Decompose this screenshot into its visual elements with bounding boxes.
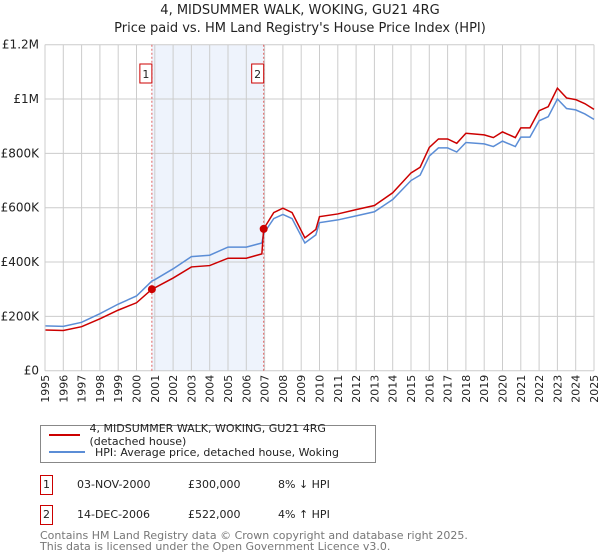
x-tick-label: 2000 <box>131 375 144 403</box>
table-row: 2 14-DEC-2006 £522,000 4% ↑ HPI <box>40 505 440 525</box>
property-price-line <box>44 86 595 332</box>
x-tick-label: 2022 <box>533 375 546 403</box>
x-tick-label: 2019 <box>478 375 491 403</box>
x-tick-label: 2020 <box>497 375 510 403</box>
footer-line: This data is licensed under the Open Gov… <box>40 540 391 553</box>
x-tick-label: 2010 <box>314 375 327 403</box>
y-tick-label: £0 <box>24 364 39 378</box>
x-tick-label: 2017 <box>442 375 455 403</box>
sale-price: £300,000 <box>188 478 241 491</box>
legend-item-hpi: HPI: Average price, detached house, Woki… <box>49 444 339 460</box>
x-tick-label: 2001 <box>149 375 162 403</box>
x-tick-label: 2003 <box>185 375 198 403</box>
y-tick-label: £1.2M <box>2 38 39 52</box>
x-tick-label: 2005 <box>222 375 235 403</box>
y-tick-label: £400K <box>1 255 41 269</box>
x-tick-label: 2012 <box>350 375 363 403</box>
sale-hpi-diff: 8% ↓ HPI <box>278 478 330 491</box>
x-tick-label: 1998 <box>94 375 107 403</box>
x-tick-label: 2015 <box>405 375 418 403</box>
sale-point <box>259 224 268 233</box>
chart-subtitle: Price paid vs. HM Land Registry's House … <box>114 21 486 36</box>
x-tick-label: 2006 <box>240 375 253 403</box>
x-tick-label: 2024 <box>570 375 583 403</box>
sale-marker-label: 2 <box>254 68 261 81</box>
sale-badge: 1 <box>40 475 53 495</box>
x-tick-label: 2021 <box>515 375 528 403</box>
legend-label: 4, MIDSUMMER WALK, WOKING, GU21 4RG (det… <box>89 422 326 448</box>
x-tick-label: 1999 <box>112 375 125 403</box>
x-tick-label: 2008 <box>277 375 290 403</box>
x-tick-label: 1995 <box>39 375 52 403</box>
chart-title: 4, MIDSUMMER WALK, WOKING, GU21 4RG <box>160 3 440 18</box>
y-tick-label: £1M <box>13 92 39 106</box>
sale-marker-label: 1 <box>142 68 149 81</box>
x-tick-label: 2007 <box>259 375 272 403</box>
sale-badge: 2 <box>40 505 53 525</box>
x-tick-label: 2011 <box>332 375 345 403</box>
y-tick-label: £600K <box>1 201 41 215</box>
x-tick-label: 2014 <box>387 375 400 403</box>
x-tick-label: 2013 <box>368 375 381 403</box>
x-tick-label: 2002 <box>167 375 180 403</box>
x-tick-label: 1997 <box>76 375 89 403</box>
x-tick-label: 2009 <box>295 375 308 403</box>
x-tick-label: 2018 <box>460 375 473 403</box>
sale-marker-box <box>251 63 265 84</box>
legend-item-property: 4, MIDSUMMER WALK, WOKING, GU21 4RG (det… <box>49 422 375 448</box>
footer-line: Contains HM Land Registry data © Crown c… <box>40 529 468 542</box>
legend-swatch-red <box>49 434 80 436</box>
table-row: 1 03-NOV-2000 £300,000 8% ↓ HPI <box>40 475 440 495</box>
sale-hpi-diff: 4% ↑ HPI <box>278 508 330 521</box>
hpi-line <box>44 97 595 328</box>
x-tick-label: 2025 <box>588 375 600 403</box>
legend-swatch-blue <box>49 451 85 453</box>
x-tick-label: 2004 <box>204 375 217 403</box>
x-tick-label: 2023 <box>551 375 564 403</box>
legend-label: HPI: Average price, detached house, Woki… <box>95 445 339 459</box>
sale-date: 14-DEC-2006 <box>77 508 151 521</box>
legend: 4, MIDSUMMER WALK, WOKING, GU21 4RG (det… <box>40 422 376 463</box>
sale-marker-box <box>139 63 153 84</box>
sale-point <box>147 285 156 294</box>
x-tick-label: 2016 <box>423 375 436 403</box>
y-tick-label: £200K <box>1 309 41 323</box>
sale-date: 03-NOV-2000 <box>77 478 151 491</box>
x-tick-label: 1996 <box>57 375 70 403</box>
footer: Contains HM Land Registry data © Crown c… <box>40 530 468 552</box>
sale-price: £522,000 <box>188 508 241 521</box>
chart-plot: 1995 1996 1997 1998 1999 2000 2001 2002 2003 2004… <box>1 38 600 403</box>
y-tick-label: £800K <box>1 146 41 160</box>
